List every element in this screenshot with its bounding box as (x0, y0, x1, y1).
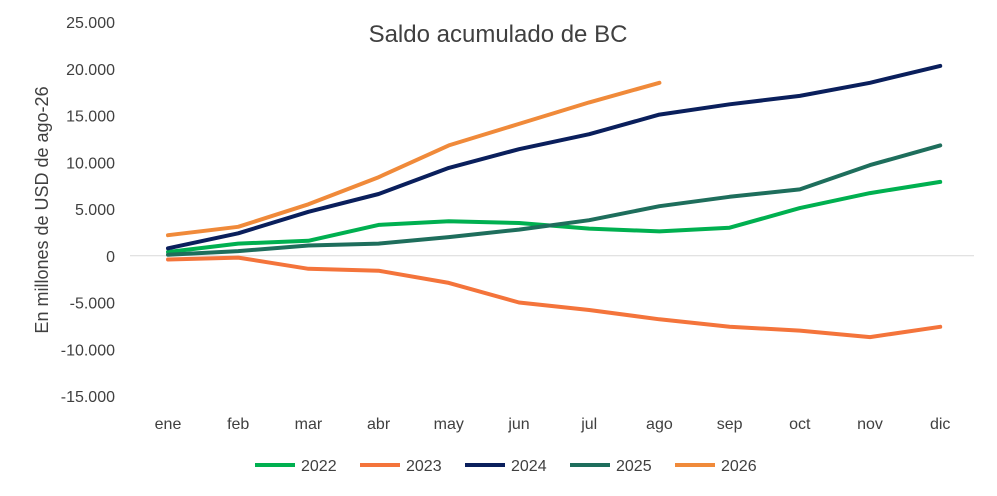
x-tick-label: ene (155, 416, 182, 433)
y-tick-label: 15.000 (66, 109, 115, 126)
x-tick-label: may (434, 416, 464, 433)
y-axis-ticks: 25.000 20.000 15.000 10.000 5.000 0 -5.000 -10.… (61, 15, 115, 406)
y-tick-label: 5.000 (75, 202, 115, 219)
y-tick-label: -15.000 (61, 389, 115, 406)
legend: 2022 2023 2024 2025 2026 (255, 458, 757, 475)
x-axis-ticks: ene feb mar abr may jun jul ago sep oct nov dic (155, 416, 951, 433)
series-line-2022 (166, 179, 943, 254)
legend-label-2022: 2022 (301, 458, 337, 475)
x-tick-label: mar (295, 416, 323, 433)
y-tick-label: 0 (106, 249, 115, 266)
y-axis-label: En millones de USD de ago-26 (32, 86, 52, 333)
legend-label-2025: 2025 (616, 458, 652, 475)
chart-title: Saldo acumulado de BC (369, 21, 628, 48)
legend-label-2026: 2026 (721, 458, 757, 475)
x-tick-label: oct (789, 416, 811, 433)
x-tick-label: ago (646, 416, 673, 433)
series-line-2023 (166, 255, 943, 340)
legend-label-2024: 2024 (511, 458, 547, 475)
legend-label-2023: 2023 (406, 458, 442, 475)
y-tick-label: -5.000 (70, 296, 115, 313)
x-tick-label: sep (717, 416, 743, 433)
y-tick-label: 20.000 (66, 62, 115, 79)
x-tick-label: abr (367, 416, 391, 433)
x-tick-label: jun (507, 416, 529, 433)
y-tick-label: 25.000 (66, 15, 115, 32)
series-line-2026 (166, 80, 662, 238)
x-tick-label: nov (857, 416, 883, 433)
x-tick-label: feb (227, 416, 249, 433)
x-tick-label: dic (930, 416, 950, 433)
y-tick-label: -10.000 (61, 342, 115, 359)
series-line-2024 (166, 63, 943, 251)
series-line-2025 (166, 143, 943, 257)
series-lines (166, 63, 943, 340)
y-tick-label: 10.000 (66, 155, 115, 172)
x-tick-label: jul (580, 416, 597, 433)
